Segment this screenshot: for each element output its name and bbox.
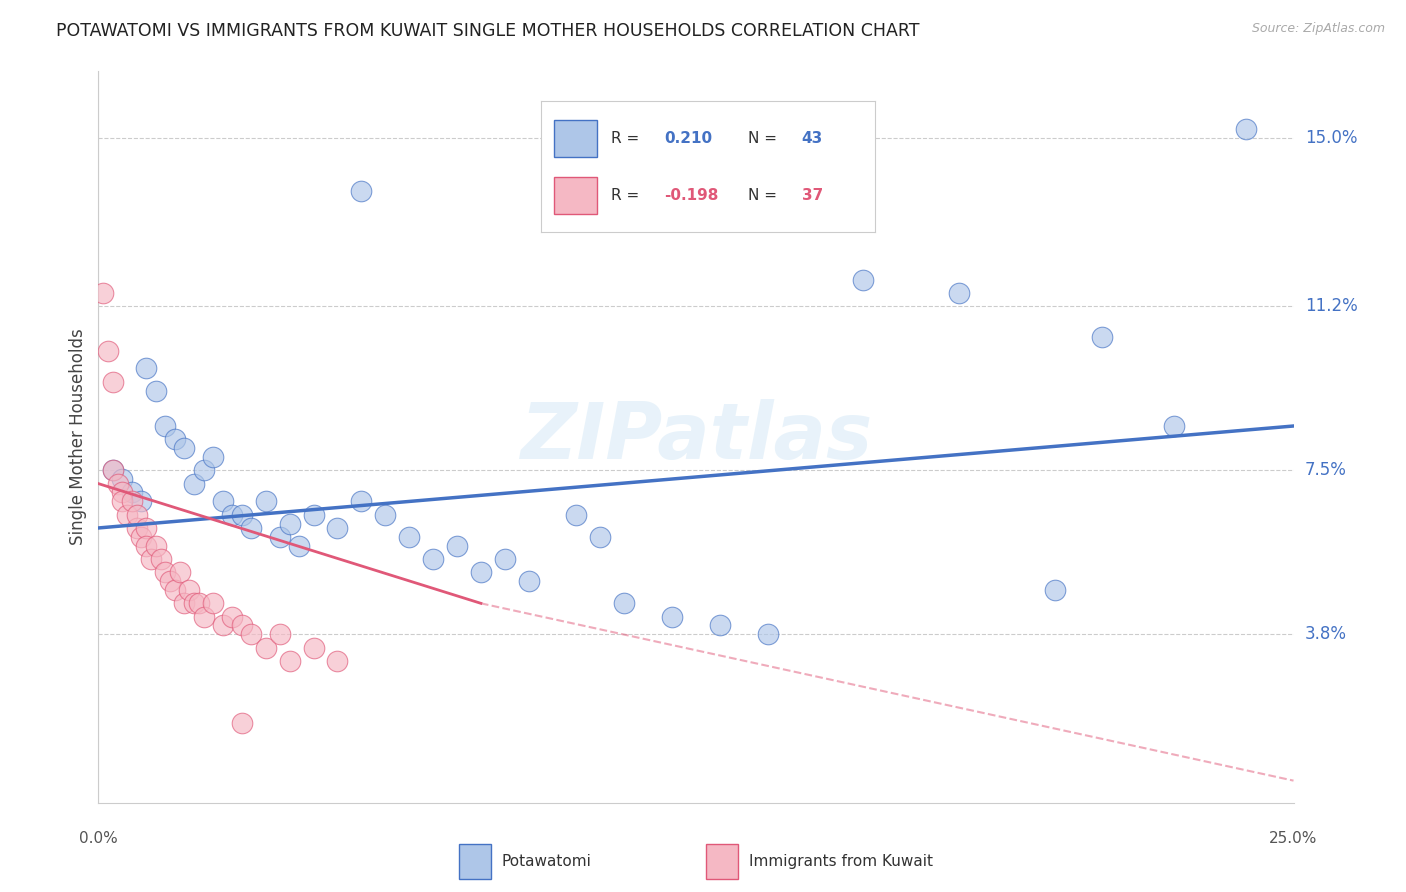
Point — [111, 472, 134, 486]
Point — [254, 640, 277, 655]
Point — [709, 618, 731, 632]
Point — [125, 521, 148, 535]
Point — [202, 450, 225, 464]
Text: 3.8%: 3.8% — [1305, 625, 1347, 643]
Point — [231, 508, 253, 522]
Point — [326, 521, 349, 535]
Point — [135, 539, 157, 553]
Point — [446, 539, 468, 553]
Point — [756, 627, 779, 641]
Point — [948, 285, 970, 300]
Point — [240, 521, 263, 535]
Point — [125, 508, 148, 522]
Point — [183, 596, 205, 610]
Point — [91, 285, 114, 300]
Text: 0.0%: 0.0% — [79, 830, 118, 846]
Point — [269, 627, 291, 641]
Point — [211, 494, 233, 508]
Point — [187, 596, 209, 610]
Y-axis label: Single Mother Households: Single Mother Households — [69, 329, 87, 545]
Point — [288, 539, 311, 553]
Point — [179, 582, 201, 597]
Point — [350, 184, 373, 198]
Text: ZIPatlas: ZIPatlas — [520, 399, 872, 475]
Point — [1163, 419, 1185, 434]
Text: 15.0%: 15.0% — [1305, 128, 1357, 147]
Point — [565, 508, 588, 522]
Point — [240, 627, 263, 641]
Point — [97, 343, 120, 358]
Point — [852, 273, 875, 287]
Point — [1043, 582, 1066, 597]
Point — [231, 618, 253, 632]
Point — [173, 596, 195, 610]
Point — [193, 463, 215, 477]
Point — [163, 582, 186, 597]
Point — [121, 494, 143, 508]
Point — [278, 516, 301, 531]
Text: 11.2%: 11.2% — [1305, 297, 1357, 315]
Point — [115, 508, 138, 522]
Point — [221, 508, 243, 522]
Point — [163, 432, 186, 446]
Point — [613, 596, 636, 610]
Point — [1234, 122, 1257, 136]
Point — [494, 552, 516, 566]
Text: 25.0%: 25.0% — [1270, 830, 1317, 846]
Point — [145, 384, 167, 398]
Point — [231, 716, 253, 731]
Point — [131, 494, 153, 508]
Point — [159, 574, 181, 589]
Point — [111, 494, 134, 508]
Point — [135, 521, 157, 535]
Point — [173, 441, 195, 455]
Point — [326, 654, 349, 668]
Point — [254, 494, 277, 508]
Point — [107, 476, 129, 491]
Point — [221, 609, 243, 624]
Point — [589, 530, 612, 544]
Point — [269, 530, 291, 544]
Point — [278, 654, 301, 668]
Point — [101, 463, 124, 477]
Point — [374, 508, 396, 522]
Point — [661, 609, 683, 624]
Point — [101, 463, 124, 477]
Point — [470, 566, 492, 580]
Point — [302, 508, 325, 522]
Point — [193, 609, 215, 624]
Point — [183, 476, 205, 491]
Point — [422, 552, 444, 566]
Point — [1091, 330, 1114, 344]
Point — [121, 485, 143, 500]
Point — [111, 485, 134, 500]
Point — [155, 419, 177, 434]
Point — [517, 574, 540, 589]
Point — [149, 552, 172, 566]
Point — [139, 552, 162, 566]
Point — [211, 618, 233, 632]
Text: Source: ZipAtlas.com: Source: ZipAtlas.com — [1251, 22, 1385, 36]
Point — [155, 566, 177, 580]
Text: POTAWATOMI VS IMMIGRANTS FROM KUWAIT SINGLE MOTHER HOUSEHOLDS CORRELATION CHART: POTAWATOMI VS IMMIGRANTS FROM KUWAIT SIN… — [56, 22, 920, 40]
Point — [101, 375, 124, 389]
Point — [135, 361, 157, 376]
Text: 7.5%: 7.5% — [1305, 461, 1347, 479]
Point — [145, 539, 167, 553]
Point — [350, 494, 373, 508]
Point — [169, 566, 191, 580]
Point — [398, 530, 420, 544]
Point — [202, 596, 225, 610]
Point — [302, 640, 325, 655]
Point — [131, 530, 153, 544]
